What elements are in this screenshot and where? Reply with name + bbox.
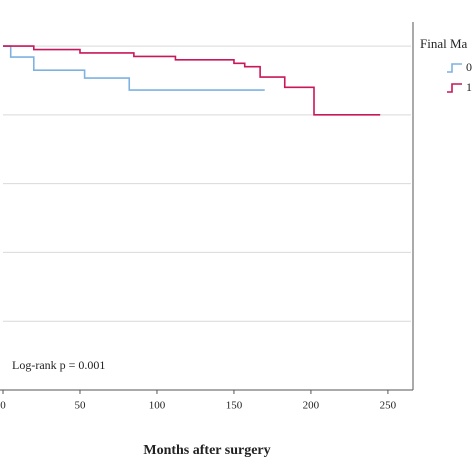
x-tick-label: 50 (74, 400, 86, 412)
annotation: Log-rank p = 0.001 (12, 358, 105, 372)
legend-label: 1 (466, 80, 472, 94)
legend-title: Final Ma (420, 36, 468, 51)
x-tick-label: 200 (303, 400, 320, 412)
x-tick-label: 250 (380, 400, 397, 412)
survival-curve (3, 45, 381, 116)
x-tick-label: 0 (0, 400, 6, 412)
legend-swatch (447, 63, 462, 73)
legend-swatch (447, 83, 462, 93)
x-tick-label: 100 (149, 400, 166, 412)
x-axis-label: Months after surgery (143, 443, 270, 458)
legend-label: 0 (466, 60, 472, 74)
x-tick-label: 150 (226, 400, 243, 412)
survival-curve (3, 45, 265, 91)
